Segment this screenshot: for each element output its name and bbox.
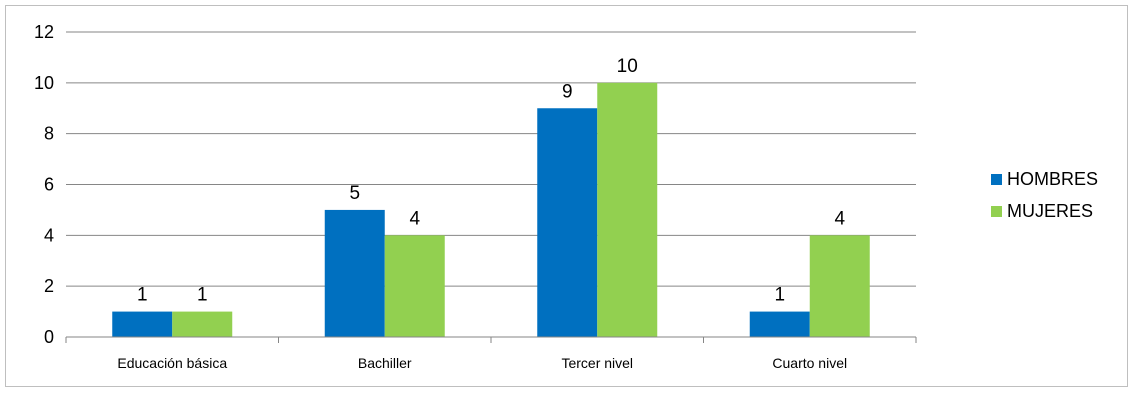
legend: HOMBRES MUJERES <box>991 166 1098 230</box>
legend-swatch-mujeres <box>991 205 1002 217</box>
legend-label-hombres: HOMBRES <box>1007 168 1099 189</box>
data-label-hombres-2: 9 <box>562 81 573 102</box>
data-label-mujeres-3: 4 <box>834 208 845 229</box>
legend-item-mujeres: MUJERES <box>991 198 1098 224</box>
chart-frame: 0 2 4 6 8 10 12 1 1 5 4 9 10 1 4 Educación básica Bach… <box>5 5 1128 387</box>
y-tick-label: 10 <box>34 73 54 93</box>
y-tick-label: 4 <box>44 225 54 245</box>
data-label-mujeres-2: 10 <box>617 56 638 77</box>
y-tick-label: 12 <box>34 22 54 42</box>
legend-swatch-hombres <box>991 173 1002 185</box>
bar-mujeres-0 <box>172 311 233 337</box>
data-label-mujeres-1: 4 <box>409 208 420 229</box>
y-tick-label: 0 <box>44 327 54 347</box>
x-axis <box>65 336 917 343</box>
bar-hombres-1 <box>324 209 385 337</box>
bar-mujeres-3 <box>809 235 870 337</box>
x-category-label-0: Educación básica <box>117 355 227 371</box>
y-tick-label: 2 <box>44 276 54 296</box>
x-category-label-1: Bachiller <box>358 355 412 371</box>
data-labels: 1 1 5 4 9 10 1 4 <box>137 56 846 306</box>
data-label-hombres-0: 1 <box>137 285 148 306</box>
legend-label-mujeres: MUJERES <box>1007 200 1094 221</box>
bar-chart: 0 2 4 6 8 10 12 1 1 5 4 9 10 1 4 Educación básica Bach… <box>34 22 917 371</box>
bars <box>112 82 870 337</box>
data-label-hombres-3: 1 <box>774 285 785 306</box>
x-category-label-2: Tercer nivel <box>561 355 633 371</box>
x-category-label-3: Cuarto nivel <box>772 355 847 371</box>
data-label-mujeres-0: 1 <box>197 285 208 306</box>
bar-hombres-3 <box>749 311 810 337</box>
bar-mujeres-2 <box>597 82 658 337</box>
bar-hombres-0 <box>112 311 173 337</box>
bar-mujeres-1 <box>384 235 445 337</box>
gridlines <box>66 31 916 287</box>
y-axis-tick-labels: 0 2 4 6 8 10 12 <box>34 22 54 347</box>
bar-hombres-2 <box>537 108 598 337</box>
y-tick-label: 8 <box>44 124 54 144</box>
data-label-hombres-1: 5 <box>349 183 360 204</box>
x-axis-category-labels: Educación básica Bachiller Tercer nivel Cua… <box>117 355 847 371</box>
legend-item-hombres: HOMBRES <box>991 166 1098 192</box>
y-tick-label: 6 <box>44 175 54 195</box>
